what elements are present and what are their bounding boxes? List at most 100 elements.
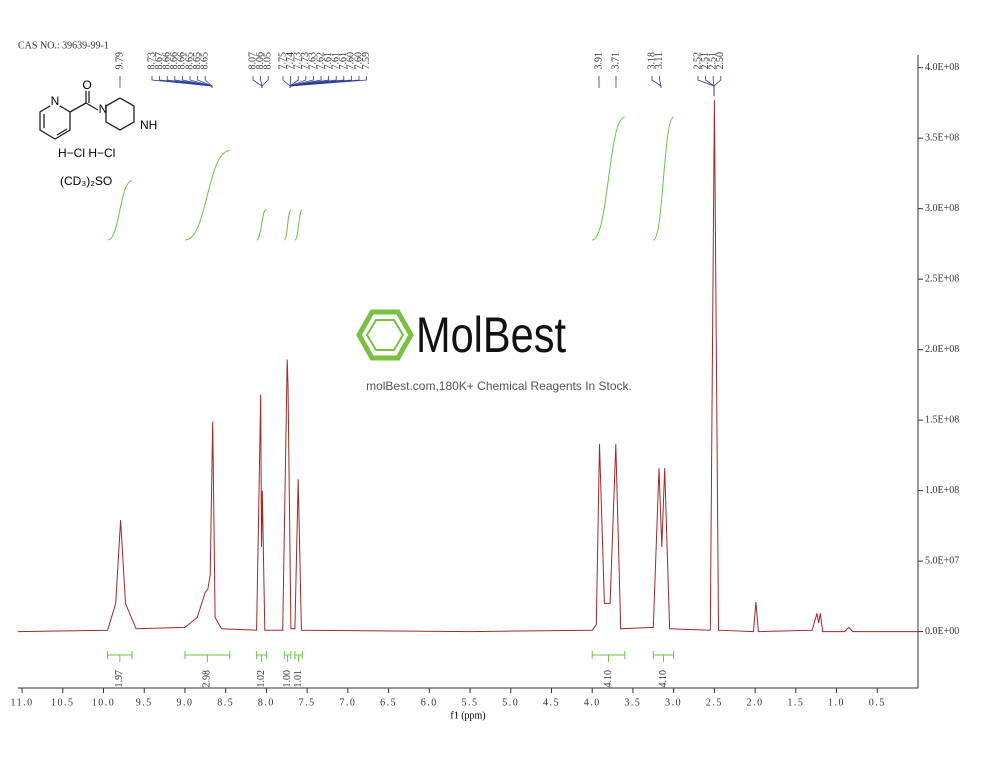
spectrum-line xyxy=(17,100,918,633)
integral-curve xyxy=(107,180,133,241)
atom-label: N xyxy=(51,94,60,108)
peak-label: 7.75 xyxy=(277,52,288,70)
integral-curve xyxy=(184,150,230,241)
peak-connector xyxy=(289,76,367,88)
y-tick-label: 1.0E+08 xyxy=(925,485,959,496)
solvent: (CD₃)₂SO xyxy=(60,174,112,188)
y-tick-label: 2.0E+08 xyxy=(925,344,959,355)
peak-connector xyxy=(261,76,269,88)
integral-label: 1.02 xyxy=(256,670,267,688)
peak-label: 3.11 xyxy=(654,52,665,69)
y-tick-label: 3.0E+08 xyxy=(925,203,959,214)
peak-label: 3.18 xyxy=(646,52,657,70)
x-tick-label: 10.5 xyxy=(51,697,75,708)
integral-label: 4.10 xyxy=(603,670,614,688)
peak-label: 7.61 xyxy=(338,52,349,70)
x-tick-label: 0.5 xyxy=(869,697,886,708)
peak-connector xyxy=(705,76,715,96)
y-tick-label: 4.0E+08 xyxy=(925,62,959,73)
x-tick-label: 6.0 xyxy=(421,697,438,708)
integral-curve xyxy=(256,208,267,241)
peak-label: 8.65 xyxy=(192,52,203,70)
x-tick-label: 9.0 xyxy=(176,697,193,708)
x-tick-label: 11.0 xyxy=(11,697,34,708)
peak-label: 8.67 xyxy=(154,52,165,70)
peak-label: 7.73 xyxy=(292,52,303,70)
atom-label: NH xyxy=(140,118,157,132)
peak-label: 2.52 xyxy=(692,52,703,70)
x-tick-label: 3.0 xyxy=(665,697,682,708)
integral-curve xyxy=(652,116,675,241)
y-tick-label: 1.5E+08 xyxy=(925,414,959,425)
y-tick-label: 3.5E+08 xyxy=(925,132,959,143)
peak-label: 8.07 xyxy=(247,52,258,70)
peak-label: 8.06 xyxy=(255,52,266,70)
y-tick-label: 2.5E+08 xyxy=(925,273,959,284)
atom-bg xyxy=(50,96,60,106)
x-tick-label: 7.0 xyxy=(339,697,356,708)
peak-label: 7.63 xyxy=(308,52,319,70)
cas-number: CAS NO.: 39639-99-1 xyxy=(18,40,109,51)
salt: H−Cl H−Cl xyxy=(58,146,115,160)
peak-label: 3.91 xyxy=(593,52,604,70)
peak-label: 7.62 xyxy=(315,52,326,70)
peak-label: 8.05 xyxy=(262,52,273,70)
integral-label: 2.98 xyxy=(202,670,213,688)
bond xyxy=(85,102,99,111)
x-tick-label: 5.0 xyxy=(502,697,519,708)
peak-connector xyxy=(713,76,722,96)
watermark-logo xyxy=(356,309,414,361)
integral-label: 4.10 xyxy=(658,670,669,688)
x-tick-label: 2.5 xyxy=(706,697,723,708)
atom-label: O xyxy=(82,78,91,92)
x-tick-label: 8.0 xyxy=(258,697,275,708)
peak-connector xyxy=(282,76,291,88)
x-tick-label: 6.5 xyxy=(380,697,397,708)
x-tick-label: 10.0 xyxy=(92,697,116,708)
peak-label: 9.79 xyxy=(114,52,125,70)
y-tick-label: 5.0E+07 xyxy=(925,555,959,566)
peak-label: 7.61 xyxy=(323,52,334,70)
peak-label: 7.74 xyxy=(285,52,296,70)
peak-label: 3.71 xyxy=(610,52,621,70)
integral-curve xyxy=(294,209,303,241)
x-tick-label: 9.5 xyxy=(136,697,153,708)
integral-curve xyxy=(591,116,625,241)
x-tick-label: 1.0 xyxy=(828,697,845,708)
x-tick-label: 3.5 xyxy=(624,697,641,708)
peak-label: 7.60 xyxy=(346,52,357,70)
peak-label: 2.51 xyxy=(707,52,718,70)
integral-label: 1.00 xyxy=(282,670,293,688)
peak-label: 8.66 xyxy=(177,52,188,70)
x-tick-label: 8.5 xyxy=(217,697,234,708)
peak-label: 7.60 xyxy=(353,52,364,70)
bond xyxy=(69,102,87,113)
y-tick-label: 0.0E+00 xyxy=(925,626,959,637)
atom-label: N xyxy=(99,102,108,116)
peak-label: 8.66 xyxy=(169,52,180,70)
peak-connector xyxy=(659,76,662,88)
peak-label: 8.73 xyxy=(146,52,157,70)
bond xyxy=(56,128,68,136)
x-tick-label: 4.5 xyxy=(543,697,560,708)
peak-label: 8.65 xyxy=(199,52,210,70)
piperazine-ring xyxy=(105,97,135,131)
peak-label: 7.73 xyxy=(300,52,311,70)
x-tick-label: 2.0 xyxy=(747,697,764,708)
x-tick-label: 4.0 xyxy=(584,697,601,708)
x-tick-label: 7.5 xyxy=(299,697,316,708)
peak-label: 2.51 xyxy=(700,52,711,70)
peak-label: 8.65 xyxy=(184,52,195,70)
watermark-tagline: molBest.com,180K+ Chemical Reagents In S… xyxy=(366,379,632,393)
x-axis-label: f1 (ppm) xyxy=(450,710,485,721)
watermark-brand: MolBest xyxy=(416,307,566,363)
peak-label: 7.61 xyxy=(330,52,341,70)
integral-label: 1.97 xyxy=(114,670,125,688)
peak-label: 8.66 xyxy=(161,52,172,70)
peak-connector xyxy=(204,76,213,88)
structure xyxy=(39,91,135,140)
peak-label: 2.50 xyxy=(715,52,726,70)
x-tick-label: 1.5 xyxy=(787,697,804,708)
